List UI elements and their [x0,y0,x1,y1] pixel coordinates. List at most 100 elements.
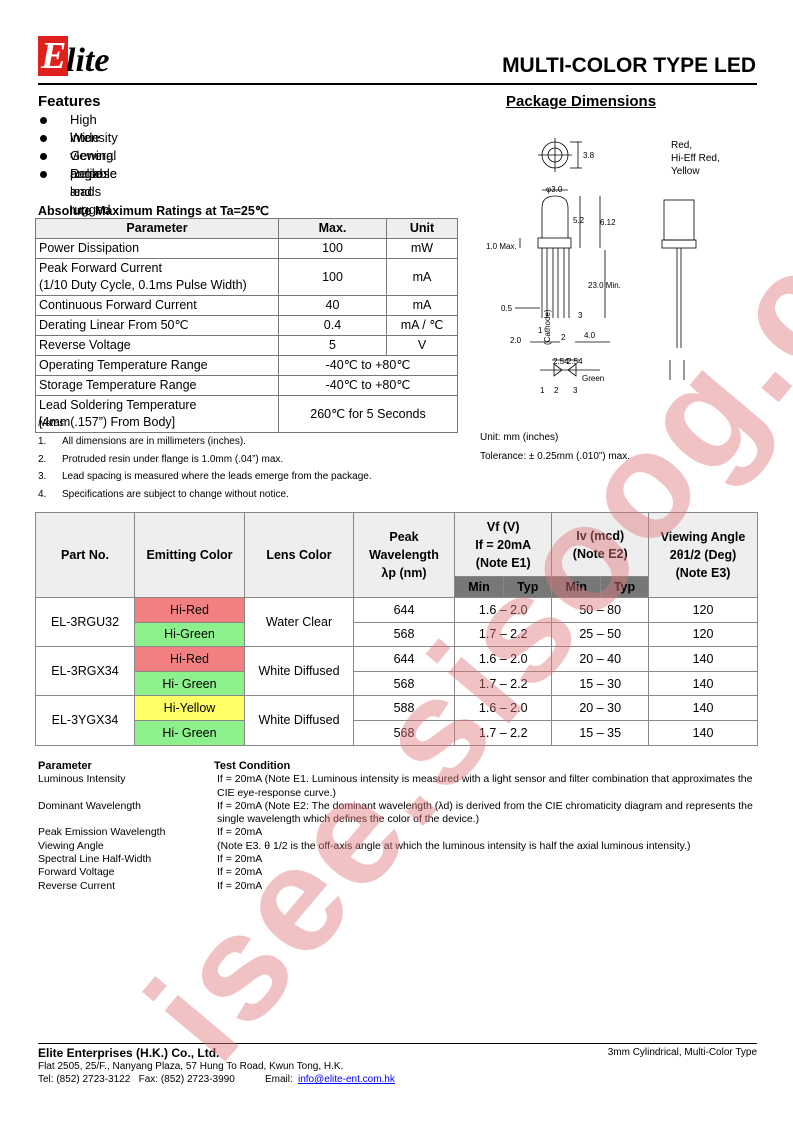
luminous-intensity: 50 – 80 [551,597,649,623]
tc-parameter: Luminous Intensity [38,773,126,786]
tc-condition: If = 20mA [217,879,263,892]
parameter: Peak Forward Current (1/10 Duty Cycle, 0… [35,258,279,296]
column-header: Max. [278,218,387,239]
wavelength: 568 [353,670,455,697]
wavelength: 588 [353,695,455,721]
rating-value: mA [386,295,458,316]
wavelength: 568 [353,621,455,648]
tc-parameter: Reverse Current [38,879,116,892]
cathode-label: (Cathode) [543,309,552,345]
pin-label: 1 [540,386,545,395]
pin-label: 2 [561,333,566,342]
column-header: Lens Color [244,512,354,598]
pin-label: 2 [554,386,559,395]
tc-row: Reverse Current If = 20mA [38,880,758,893]
dimension: 6.12 [600,218,616,227]
product-row: EL-3YGX34 Hi-Yellow White Diffused 588 1.6 –… [35,695,758,746]
forward-voltage: 1.6 – 2.0 [453,695,553,721]
tc-row: Forward Voltage If = 20mA [38,866,758,879]
tc-header: Parameter Test Condition [38,760,758,773]
subheader: Typ [599,576,650,598]
ratings-title: Absolute Maximum Ratings at Ta=25℃ [38,204,269,218]
parameter: Storage Temperature Range [35,375,279,396]
parameter: Reverse Voltage [35,335,279,356]
dimension: 2.54 [567,357,583,366]
parameter: Lead Soldering Temperature [4mm(.157”) F… [35,395,279,433]
dimension: φ3.0 [546,185,563,194]
viewing-angle: 140 [648,646,758,672]
pin-label: 3 [573,386,578,395]
forward-voltage: 1.7 – 2.2 [453,670,553,697]
dimension: 23.0 Min. [588,281,621,290]
footer-rule [38,1043,757,1044]
emitting-color: Hi-Green [134,621,245,648]
note-number: 3. [38,471,47,482]
luminous-intensity: 15 – 35 [551,719,649,746]
forward-voltage: 1.6 – 2.0 [453,646,553,672]
logo-mark: E [38,35,68,77]
package-title: Package Dimensions [506,93,657,110]
rating-value: mA [386,258,458,296]
email-link[interactable]: info@elite-ent.com.hk [298,1074,395,1085]
tc-row: Viewing Angle (Note E3. θ 1/2 is the off-… [38,840,758,853]
dimension: 2.54 [553,357,569,366]
column-header: Vf (V) If = 20mA (Note E1) [453,512,553,577]
tc-condition: If = 20mA [217,853,263,866]
feature-text: Reliable and rugged [70,166,117,217]
product-row: EL-3RGU32 Hi-Red Water Clear 644 1.6 – 2.0 50… [35,596,758,648]
emitting-color: Hi- Green [134,670,245,697]
tc-condition: If = 20mA [217,866,263,879]
unit-note: Unit: mm (inches) [480,432,559,443]
product-table: Part No. Emitting Color Lens Color Peak Wav… [35,512,758,746]
part-number: EL-3YGX34 [35,695,135,746]
column-header: Parameter [35,218,279,239]
note-text: Lead spacing is measured where the leads… [62,471,372,482]
address: Flat 2505, 25/F., Nanyang Plaza, 57 Hung… [38,1061,344,1072]
tc-parameter: Forward Voltage [38,866,115,879]
forward-voltage: 1.7 – 2.2 [453,719,553,746]
tc-header-cell: Test Condition [214,760,291,772]
pin-label: 3 [578,311,583,320]
logo: lite [66,42,110,79]
dimension: 3.8 [583,151,595,160]
rating-value: V [386,335,458,356]
wavelength: 644 [353,646,455,672]
luminous-intensity: 20 – 40 [551,646,649,672]
rating-value: 260℃ for 5 Seconds [278,395,458,433]
rating-value: 0.4 [278,315,387,336]
tc-condition: If = 20mA (Note E2: The dominant wavelen… [217,799,753,826]
product-line: 3mm Cylindrical, Multi-Color Type [607,1047,757,1058]
rating-row: Peak Forward Current (1/10 Duty Cycle, 0… [35,258,458,296]
dimension: 2.0 [510,336,522,345]
parameter: Operating Temperature Range [35,355,279,376]
subheader: Min [454,576,504,598]
feature-text: Wide viewing angle [70,130,114,181]
tc-parameter: Spectral Line Half-Width [38,853,152,866]
tc-row: Luminous Intensity If = 20mA (Note E1. Lu… [38,773,758,800]
tc-parameter: Viewing Angle [38,839,104,852]
emitting-color: Hi-Yellow [134,695,245,721]
note-number: 4. [38,488,47,500]
bullet [40,171,47,178]
emitting-color: Hi-Red [134,646,245,672]
lens-color: White Diffused [244,646,354,697]
column-header: Iv (mcd) (Note E2) [551,512,649,577]
green-label: Green [582,374,604,383]
lens-color: White Diffused [244,695,354,746]
rating-value: 100 [278,238,387,259]
part-number: EL-3RGU32 [35,596,135,648]
luminous-intensity: 20 – 30 [551,695,649,721]
tc-row: Dominant Wavelength If = 20mA (Note E2: T… [38,800,758,827]
ratings-table: Parameter Max. Unit Power Dissipation 100 mW P… [35,218,458,433]
parameter: Continuous Forward Current [35,295,279,316]
forward-voltage: 1.7 – 2.2 [453,621,553,648]
rating-value: 40 [278,295,387,316]
company: Elite Enterprises (H.K.) Co., Ltd. [38,1046,220,1060]
forward-voltage: 1.6 – 2.0 [453,597,553,623]
rating-value: mW [386,238,458,259]
notes-title: Notes: [38,418,67,429]
email-label: Email: [265,1074,293,1085]
viewing-angle: 140 [648,670,758,697]
rating-value: 100 [278,258,387,296]
rating-value: mA / ℃ [386,315,458,336]
